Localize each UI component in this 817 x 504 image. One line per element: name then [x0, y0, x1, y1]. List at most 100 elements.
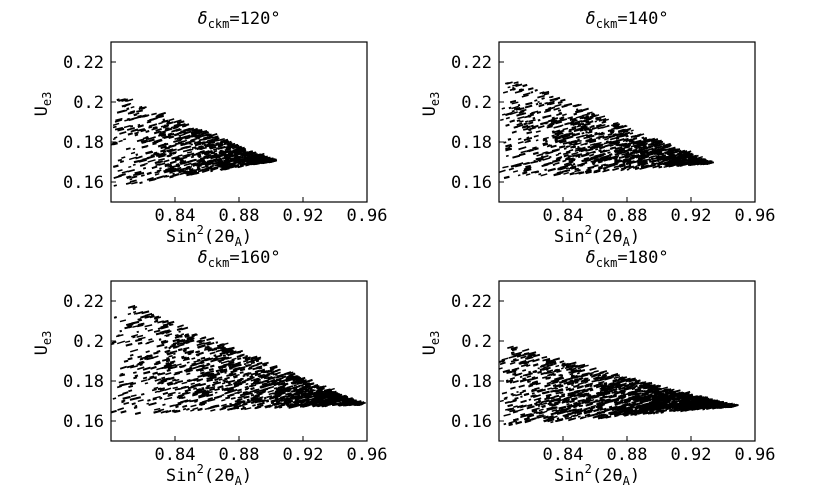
scatter-point [215, 142, 220, 145]
scatter-point [126, 117, 130, 121]
scatter-point [517, 140, 524, 145]
scatter-point [547, 418, 555, 423]
scatter-point [565, 362, 571, 367]
scatter-point [168, 135, 175, 139]
scatter-point [644, 149, 649, 153]
scatter-point [161, 376, 166, 380]
scatter-point [182, 134, 191, 139]
scatter-point [696, 161, 701, 165]
scatter-point [580, 385, 584, 388]
scatter-point [275, 374, 284, 379]
scatter-point [112, 142, 118, 146]
scatter-point [683, 162, 691, 166]
scatter-point [191, 132, 195, 136]
scatter-point [171, 409, 176, 412]
scatter-point [626, 160, 632, 164]
scatter-point [157, 143, 166, 148]
scatter-point [236, 398, 243, 402]
scatter-point [230, 158, 234, 162]
scatter-point [208, 367, 214, 372]
scatter-point [558, 384, 564, 388]
scatter-point [512, 83, 519, 87]
scatter-point [610, 406, 618, 410]
scatter-point [632, 140, 641, 145]
scatter-point [148, 125, 153, 129]
scatter-point [659, 152, 663, 155]
scatter-point [561, 400, 567, 404]
scatter-point [268, 392, 274, 396]
scatter-point [138, 105, 143, 109]
scatter-point [334, 396, 338, 399]
scatter-point [664, 390, 669, 394]
scatter-point [667, 150, 674, 154]
scatter-point [183, 127, 190, 132]
scatter-point [685, 400, 693, 404]
scatter-point [563, 407, 571, 411]
y-tick-label: 0.18 [451, 133, 492, 153]
scatter-point [690, 160, 697, 165]
scatter-point [568, 367, 573, 371]
scatter-point [550, 389, 556, 393]
scatter-point [629, 406, 636, 410]
scatter-point [613, 123, 618, 127]
scatter-point [153, 138, 163, 143]
scatter-point [589, 143, 594, 146]
scatter-point [132, 310, 137, 314]
scatter-point [645, 399, 649, 403]
scatter-point [153, 151, 158, 155]
scatter-point [183, 385, 190, 389]
scatter-point [162, 124, 170, 129]
scatter-point [166, 357, 170, 360]
scatter-point [202, 159, 206, 162]
scatter-point [522, 92, 531, 96]
scatter-point [651, 162, 655, 166]
scatter-point [186, 337, 195, 342]
scatter-point [186, 361, 190, 364]
scatter-point [173, 343, 177, 347]
scatter-point [248, 154, 257, 159]
scatter-point [512, 410, 519, 414]
scatter-point [534, 99, 538, 102]
scatter-point [213, 354, 217, 357]
scatter-point [146, 176, 154, 181]
scatter-point [147, 159, 156, 163]
scatter-point [618, 156, 625, 159]
scatter-point [230, 369, 238, 374]
scatter-point [622, 133, 629, 137]
scatter-point [265, 376, 273, 380]
scatter-point [228, 372, 234, 375]
scatter-point [216, 371, 220, 375]
scatter-point [175, 363, 182, 367]
scatter-point [657, 406, 666, 411]
scatter-point [163, 159, 170, 163]
scatter-point [211, 158, 218, 162]
scatter-point [543, 92, 550, 96]
scatter-point [250, 388, 258, 393]
scatter-point [520, 395, 523, 398]
scatter-point [547, 415, 554, 419]
scatter-point [246, 162, 251, 165]
scatter-point [622, 130, 629, 134]
scatter-point [619, 382, 627, 387]
scatter-point [274, 406, 277, 409]
scatter-point [513, 125, 518, 129]
scatter-point [601, 373, 606, 377]
scatter-point [158, 132, 165, 136]
scatter-point [532, 151, 539, 156]
scatter-point [208, 160, 214, 164]
scatter-point [570, 369, 575, 372]
scatter-point [151, 388, 157, 392]
scatter-point [522, 374, 527, 377]
scatter-point [334, 403, 338, 406]
scatter-point [152, 395, 161, 400]
scatter-point [653, 163, 656, 166]
scatter-point [140, 314, 149, 319]
scatter-point [537, 370, 543, 374]
scatter-point [129, 397, 138, 401]
scatter-point [593, 408, 600, 413]
scatter-point [536, 111, 542, 114]
scatter-point [605, 140, 609, 143]
scatter-point [217, 137, 225, 142]
scatter-point [536, 358, 540, 361]
scatter-point [646, 389, 651, 392]
